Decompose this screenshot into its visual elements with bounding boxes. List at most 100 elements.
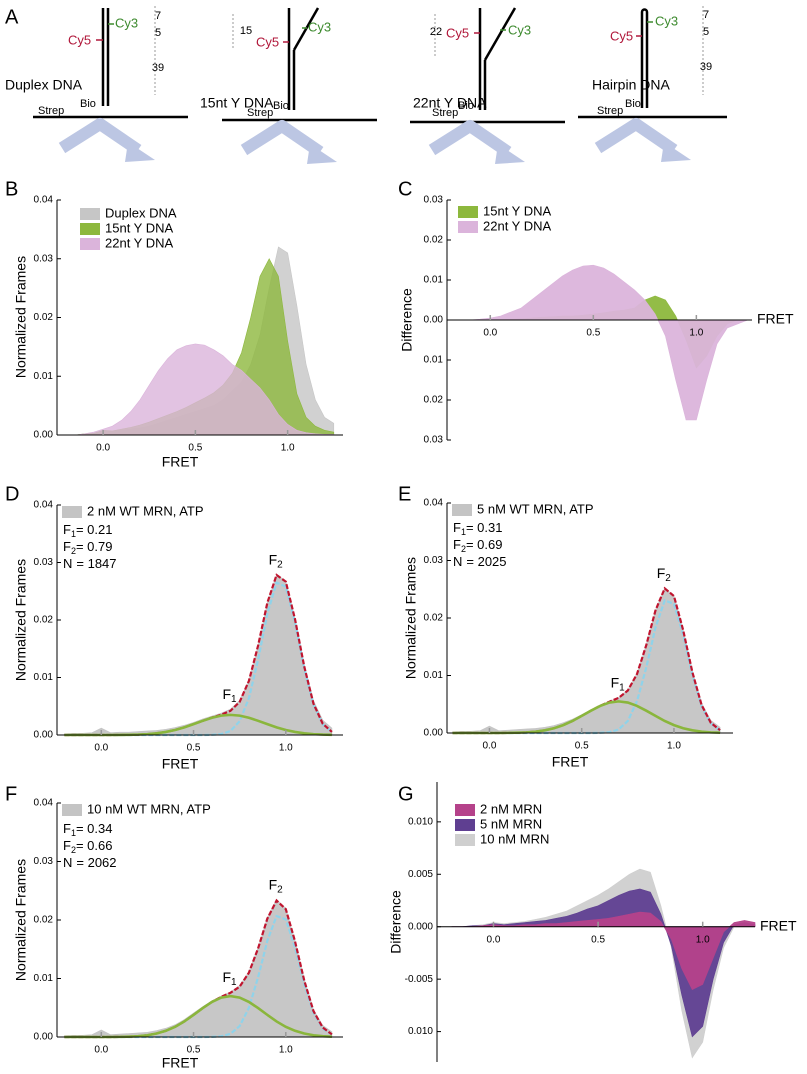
x-tick-label: 1.0	[696, 934, 710, 945]
strand	[640, 8, 649, 108]
legend-swatch	[452, 504, 472, 516]
length-label: 15	[240, 25, 252, 37]
peak-symbol: F	[611, 674, 620, 690]
peak-label: F2	[269, 551, 284, 570]
legend-label: 5 nM MRN	[480, 816, 542, 831]
stat-symbol: F	[63, 838, 71, 853]
stat-value: = 0.21	[76, 522, 113, 537]
length-label: 7	[155, 10, 161, 22]
x-tick-label: 0.5	[188, 443, 202, 454]
y-tick-label: 0.03	[34, 253, 54, 264]
y-tick-label: 0.04	[34, 500, 54, 511]
construct-name: Duplex DNA	[5, 77, 83, 93]
stat-subscript: 2	[71, 546, 76, 556]
chart: 0.03 0.02 0.01 0.00 0.01 0.02 0.03 0.0 0.5 1.0 FRE…	[398, 178, 794, 445]
x-tick-label: 0.0	[96, 443, 110, 454]
y-axis-label: Difference	[388, 890, 404, 954]
stat-value: = 0.31	[466, 520, 503, 535]
panel-label: D	[5, 483, 19, 505]
y-tick-label: 0.000	[408, 921, 433, 932]
cy5-label: Cy5	[610, 28, 633, 43]
x-tick-label: 0.5	[586, 328, 600, 339]
bio-label: Bio	[625, 98, 641, 110]
x-axis-label: FRET	[162, 1055, 199, 1071]
peak-label: F2	[657, 565, 672, 584]
legend-label: 10 nM WT MRN, ATP	[87, 801, 211, 816]
panel-label: A	[5, 6, 19, 28]
x-tick-label: 0.0	[487, 934, 501, 945]
y-tick-label: 0.02	[424, 613, 444, 624]
bio-label: Bio	[273, 100, 289, 112]
stat-value: = 1847	[76, 556, 116, 571]
arrow-head	[307, 144, 337, 164]
y-tick-label: 0.04	[34, 798, 54, 809]
stat-symbol: F	[453, 520, 461, 535]
area	[449, 264, 748, 421]
x-axis-label: FRET	[760, 917, 797, 933]
x-tick-label: 1.0	[279, 743, 293, 754]
y-tick-label: 0.005	[408, 869, 433, 880]
y-axis-label: Normalized Frames	[13, 559, 29, 681]
y-tick-label: 0.03	[424, 435, 444, 446]
cy5-label: Cy5	[256, 34, 279, 49]
tir-beam	[58, 118, 142, 155]
peak-symbol: F	[657, 565, 666, 581]
legend-swatch	[80, 238, 100, 250]
y-tick-label: 0.02	[34, 312, 54, 323]
legend-swatch	[455, 819, 475, 831]
stat-symbol: F	[63, 539, 71, 554]
construct-name: 15nt Y DNA	[200, 95, 274, 111]
cy3-label: Cy3	[655, 13, 678, 28]
stat: N = 2062	[63, 855, 117, 870]
arrow-head	[125, 142, 155, 162]
stat: F2= 0.66	[63, 838, 112, 855]
stat: N = 1847	[63, 556, 117, 571]
y-tick-label: 0.00	[424, 728, 444, 739]
x-tick-label: 0.0	[483, 328, 497, 339]
legend-label: 2 nM MRN	[480, 801, 542, 816]
y-tick-label: 0.03	[424, 195, 444, 206]
peak-subscript: 1	[231, 977, 237, 988]
length-label: 7	[703, 9, 709, 21]
stat-symbol: F	[63, 522, 71, 537]
length-label: 39	[700, 61, 712, 73]
legend-label: 2 nM WT MRN, ATP	[87, 503, 204, 518]
x-tick-label: 1.0	[279, 1045, 293, 1056]
y-tick-label: 0.04	[424, 498, 444, 509]
stat-value: = 2025	[466, 554, 506, 569]
x-axis-label: FRET	[162, 454, 199, 470]
stat: F2= 0.79	[63, 539, 112, 556]
stat-subscript: 1	[71, 828, 76, 838]
stat-value: = 2062	[76, 855, 116, 870]
peak-subscript: 2	[665, 573, 671, 584]
strep-label: Strep	[597, 105, 623, 117]
x-tick-label: 0.0	[94, 1045, 108, 1056]
y-axis-label: Normalized Frames	[13, 256, 29, 378]
y-tick-label: 0.010	[408, 816, 433, 827]
y-tick-label: 0.03	[424, 555, 444, 566]
x-tick-label: 0.0	[94, 743, 108, 754]
y-tick-label: 0.010	[408, 1026, 433, 1037]
peak-label: F1	[222, 969, 237, 988]
y-tick-label: 0.03	[34, 557, 54, 568]
legend-swatch	[458, 206, 478, 218]
y-tick-label: 0.02	[424, 235, 444, 246]
legend-label: 22nt Y DNA	[105, 235, 174, 250]
construct-name: 22nt Y DNA	[413, 95, 487, 111]
x-tick-label: 0.5	[575, 741, 589, 752]
x-axis-label: FRET	[162, 756, 199, 772]
y-axis-label: Normalized Frames	[403, 557, 419, 679]
x-tick-label: 0.0	[482, 741, 496, 752]
cy3-label: Cy3	[115, 15, 138, 30]
panel-label: C	[398, 178, 412, 200]
peak-label: F2	[269, 876, 284, 895]
y-tick-label: 0.04	[34, 195, 54, 206]
stat: F1= 0.31	[453, 520, 502, 537]
chart: 0.00 0.01 0.02 0.03 0.04 0.0 0.5 1.0 FRET Normali…	[5, 178, 343, 470]
stat-subscript: 1	[461, 527, 466, 537]
area	[451, 911, 756, 991]
length-label: 5	[703, 26, 709, 38]
x-tick-label: 0.5	[187, 1045, 201, 1056]
